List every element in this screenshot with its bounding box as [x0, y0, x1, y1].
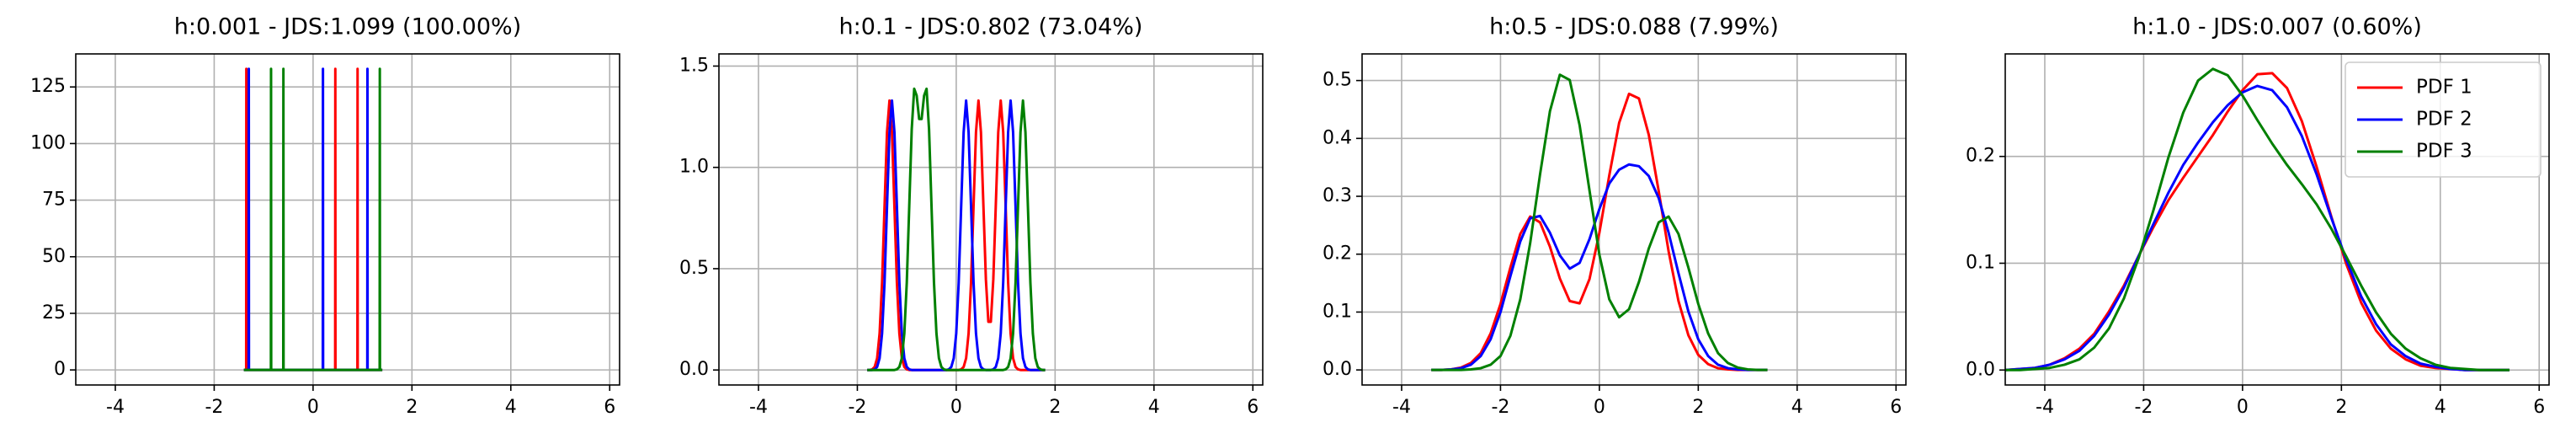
y-tick-label: 0.2 — [1323, 243, 1352, 265]
x-tick-label: 2 — [406, 397, 418, 418]
x-tick-label: 4 — [1148, 397, 1160, 418]
y-tick-label: 0.0 — [1323, 359, 1352, 380]
x-tick-label: 4 — [2435, 397, 2446, 418]
x-tick-label: 6 — [1890, 397, 1902, 418]
pdf-line — [1431, 73, 1768, 372]
x-tick-label: -2 — [848, 397, 866, 418]
plot-area — [243, 67, 383, 372]
axes-frame — [2004, 53, 2550, 386]
pdf-line — [243, 67, 383, 372]
axes-frame — [718, 53, 1264, 386]
y-tick-label: 100 — [30, 132, 66, 153]
pdf-line — [1431, 163, 1768, 372]
x-tick-label: -4 — [749, 397, 768, 418]
y-tick-label: 50 — [42, 246, 66, 267]
pdf-line — [2005, 72, 2510, 372]
y-tick-label: 0.0 — [1966, 359, 1995, 380]
y-tick-label: 0.0 — [679, 359, 709, 380]
pdf-line — [2005, 84, 2510, 372]
x-tick-label: 4 — [505, 397, 517, 418]
x-tick-label: 6 — [2533, 397, 2545, 418]
plot-area — [1431, 73, 1768, 372]
x-tick-label: 4 — [1791, 397, 1803, 418]
plot-area — [2005, 67, 2510, 372]
y-tick-label: 0.1 — [1966, 252, 1995, 273]
y-tick-label: 1.0 — [679, 157, 709, 178]
y-tick-label: 125 — [30, 76, 66, 97]
legend-label: PDF 2 — [2416, 109, 2472, 131]
y-tick-label: 1.5 — [679, 55, 709, 76]
x-tick-label: 0 — [950, 397, 962, 418]
x-tick-label: 6 — [604, 397, 615, 418]
x-tick-label: -4 — [106, 397, 125, 418]
x-tick-label: 2 — [2335, 397, 2347, 418]
x-tick-label: -4 — [2036, 397, 2054, 418]
x-tick-label: -2 — [205, 397, 223, 418]
plot-area — [867, 87, 1046, 372]
x-tick-label: 6 — [1247, 397, 1259, 418]
y-tick-label: 25 — [42, 302, 66, 323]
y-tick-label: 0.5 — [679, 258, 709, 279]
legend-label: PDF 3 — [2416, 141, 2472, 163]
x-tick-label: -4 — [1392, 397, 1411, 418]
axes-frame — [75, 53, 620, 386]
pdf-line — [1431, 92, 1768, 372]
y-tick-label: 0.1 — [1323, 301, 1352, 322]
y-tick-label: 0.2 — [1966, 146, 1995, 167]
chart-title: h:0.5 - JDS:0.088 (7.99%) — [1489, 14, 1779, 40]
y-tick-label: 0.5 — [1323, 70, 1352, 91]
y-tick-label: 75 — [42, 190, 66, 211]
x-tick-label: 0 — [2237, 397, 2249, 418]
y-tick-label: 0.4 — [1323, 127, 1352, 148]
pdf-line — [867, 99, 1046, 372]
y-tick-label: 0 — [54, 359, 66, 380]
x-tick-label: -2 — [1491, 397, 1509, 418]
chart-title: h:0.001 - JDS:1.099 (100.00%) — [174, 14, 521, 40]
chart-title: h:1.0 - JDS:0.007 (0.60%) — [2132, 14, 2422, 40]
legend-box — [2344, 61, 2541, 178]
x-tick-label: 2 — [1049, 397, 1061, 418]
x-tick-label: -2 — [2134, 397, 2153, 418]
pdf-line — [2005, 67, 2510, 372]
pdf-line — [243, 67, 383, 372]
y-tick-label: 0.3 — [1323, 185, 1352, 206]
x-tick-label: 0 — [307, 397, 319, 418]
chart-title: h:0.1 - JDS:0.802 (73.04%) — [839, 14, 1143, 40]
pdf-line — [867, 87, 1046, 372]
x-tick-label: 2 — [1692, 397, 1704, 418]
axes-frame — [1361, 53, 1907, 386]
legend-label: PDF 1 — [2416, 77, 2472, 99]
x-tick-label: 0 — [1594, 397, 1605, 418]
